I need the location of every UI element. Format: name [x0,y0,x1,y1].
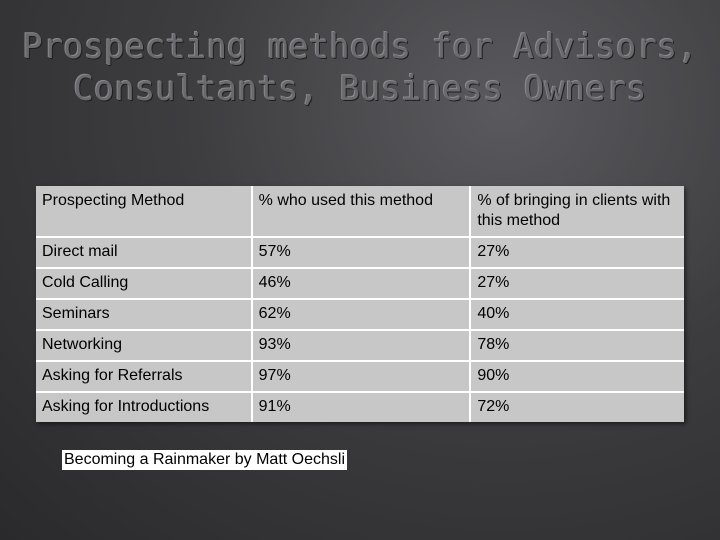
clients-percent-cell: 78% [471,331,684,362]
table-row: Seminars 62% 40% [36,300,684,331]
table-row: Networking 93% 78% [36,331,684,362]
method-cell: Cold Calling [36,269,253,300]
table-row: Asking for Referrals 97% 90% [36,362,684,393]
table-row: Asking for Introductions 91% 72% [36,393,684,422]
prospecting-methods-table: Prospecting Method % who used this metho… [36,186,684,422]
source-citation: Becoming a Rainmaker by Matt Oechsli [62,450,347,470]
clients-percent-cell: 90% [471,362,684,393]
method-cell: Direct mail [36,238,253,269]
slide-title-line-1: Prospecting methods for Advisors, [22,27,698,67]
used-percent-cell: 57% [252,238,472,269]
method-cell: Asking for Introductions [36,393,253,422]
clients-percent-cell: 27% [471,238,684,269]
method-cell: Networking [36,331,253,362]
slide-title: Prospecting methods for Advisors, Consul… [0,26,720,110]
table-row: Cold Calling 46% 27% [36,269,684,300]
used-percent-cell: 93% [252,331,472,362]
table-row: Direct mail 57% 27% [36,238,684,269]
used-percent-cell: 46% [252,269,472,300]
used-percent-cell: 91% [252,393,472,422]
header-prospecting-method: Prospecting Method [36,186,253,238]
header-percent-used: % who used this method [252,186,472,238]
method-cell: Asking for Referrals [36,362,253,393]
table-header-row: Prospecting Method % who used this metho… [36,186,684,238]
used-percent-cell: 62% [252,300,472,331]
clients-percent-cell: 27% [471,269,684,300]
clients-percent-cell: 72% [471,393,684,422]
method-cell: Seminars [36,300,253,331]
used-percent-cell: 97% [252,362,472,393]
slide-title-line-2: Consultants, Business Owners [73,69,647,109]
header-percent-clients: % of bringing in clients with this metho… [471,186,684,238]
clients-percent-cell: 40% [471,300,684,331]
